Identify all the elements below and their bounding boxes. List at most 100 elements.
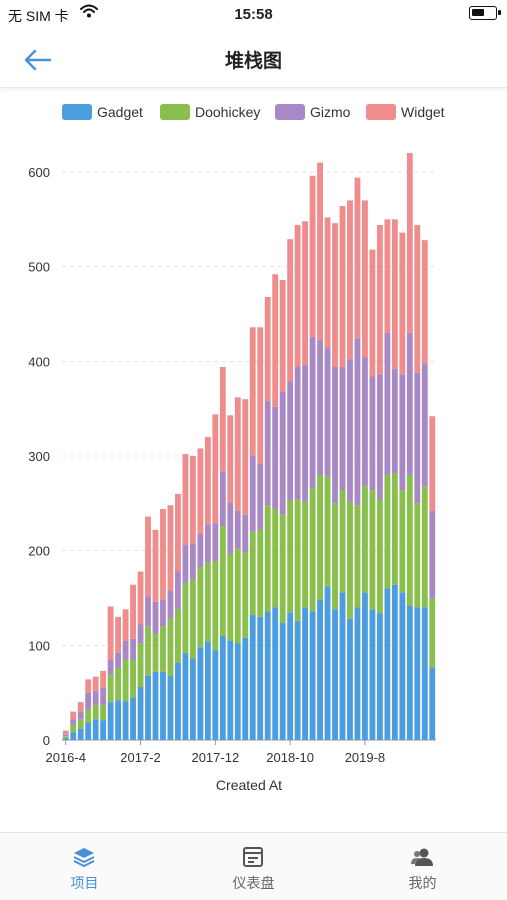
bar-segment	[272, 274, 279, 407]
bar-segment	[309, 488, 316, 612]
back-arrow-icon[interactable]	[22, 46, 54, 74]
legend-swatch	[160, 104, 190, 120]
bar-segment	[257, 616, 264, 740]
bar-segment	[122, 701, 129, 740]
x-tick-label: 2018-10	[266, 750, 314, 765]
bar-segment	[376, 374, 383, 500]
bar-segment	[160, 599, 166, 627]
bar-segment	[115, 616, 122, 653]
bar-segment	[234, 397, 241, 511]
tab-bar: 项目 仪表盘 我的	[0, 832, 507, 900]
bar-segment	[257, 327, 264, 464]
bar-segment	[100, 704, 107, 721]
bar-segment	[309, 336, 316, 489]
bar-segment	[391, 473, 398, 585]
bar-segment	[145, 596, 151, 627]
bar-segment	[399, 592, 406, 740]
bar-segment	[317, 162, 323, 341]
tab-projects[interactable]: 项目	[0, 833, 169, 900]
bar-segment	[107, 606, 114, 660]
bar-segment	[182, 652, 189, 740]
bar-segment	[354, 338, 361, 506]
y-tick-label: 600	[28, 165, 50, 180]
bar-segment	[167, 505, 174, 591]
bar-segment	[70, 724, 77, 733]
y-tick-label: 200	[28, 544, 50, 559]
bar-segment	[279, 391, 286, 515]
bar-segment	[414, 372, 421, 504]
bar-segment	[197, 647, 204, 740]
bar-segment	[77, 719, 84, 729]
bar-segment	[197, 448, 204, 534]
bar-segment	[234, 510, 241, 549]
bar-segment	[332, 609, 338, 740]
bar-segment	[219, 635, 226, 740]
bar-segment	[137, 624, 144, 644]
bar-segment	[279, 514, 286, 623]
bar-segment	[122, 659, 129, 702]
bar-segment	[204, 641, 211, 740]
bar-segment	[62, 738, 69, 740]
bar-segment	[279, 279, 286, 392]
y-tick-label: 300	[28, 449, 50, 464]
legend-swatch	[62, 104, 92, 120]
bar-segment	[264, 401, 271, 506]
bar-segment	[287, 612, 294, 740]
bar-segment	[130, 697, 136, 740]
bar-segment	[152, 601, 159, 634]
bar-segment	[137, 643, 144, 687]
bar-segment	[107, 674, 114, 703]
bar-segment	[212, 523, 219, 562]
users-icon	[410, 845, 434, 869]
bar-segment	[160, 671, 166, 740]
bar-segment	[362, 357, 368, 487]
bar-segment	[414, 503, 421, 608]
bar-segment	[406, 605, 413, 740]
bar-segment	[100, 720, 107, 740]
bar-segment	[406, 332, 413, 475]
bar-segment	[429, 416, 436, 511]
bar-segment	[391, 219, 398, 369]
nav-bar: 堆栈图	[0, 30, 507, 88]
bar-segment	[287, 239, 294, 382]
bar-segment	[227, 502, 234, 554]
bar-segment	[354, 505, 361, 608]
bar-segment	[309, 611, 316, 740]
legend-swatch	[366, 104, 396, 120]
bar-segment	[204, 562, 211, 642]
bar-segment	[399, 232, 406, 375]
bar-segment	[399, 374, 406, 491]
bar-segment	[324, 586, 331, 740]
bar-segment	[234, 643, 241, 740]
bar-segment	[339, 490, 346, 593]
bar-segment	[242, 514, 249, 553]
bar-segment	[279, 622, 286, 740]
bar-segment	[287, 381, 294, 501]
bar-segment	[160, 626, 166, 672]
bar-segment	[429, 668, 436, 740]
bar-segment	[219, 526, 226, 636]
bar-segment	[152, 671, 159, 740]
bar-segment	[70, 732, 77, 740]
bar-segment	[100, 670, 107, 688]
bar-segment	[92, 719, 99, 740]
bar-segment	[294, 225, 301, 368]
bar-segment	[369, 609, 376, 740]
bar-segment	[376, 499, 383, 614]
bar-segment	[137, 686, 144, 740]
bar-segment	[77, 728, 84, 740]
bar-segment	[294, 499, 301, 621]
bar-segment	[85, 709, 92, 723]
bar-segment	[421, 363, 428, 487]
bar-segment	[189, 543, 196, 580]
bar-segment	[384, 219, 391, 333]
bar-segment	[249, 615, 256, 740]
bar-segment	[130, 584, 136, 639]
bar-segment	[287, 500, 294, 613]
bar-segment	[182, 454, 189, 545]
bar-segment	[264, 611, 271, 740]
tab-me[interactable]: 我的	[338, 833, 507, 900]
bar-segment	[167, 675, 174, 740]
tab-dashboard[interactable]: 仪表盘	[169, 833, 338, 900]
bar-segment	[421, 607, 428, 740]
